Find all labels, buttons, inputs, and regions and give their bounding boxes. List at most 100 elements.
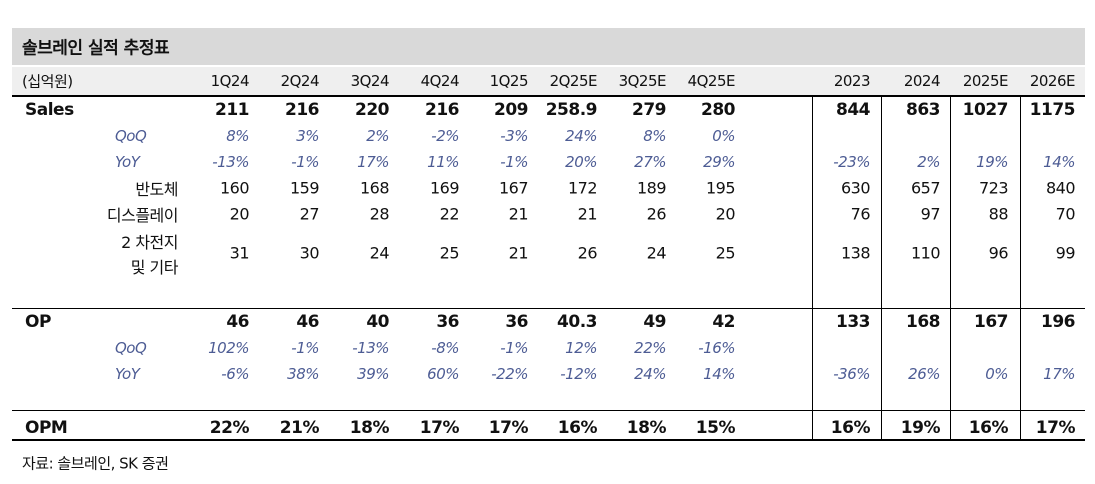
cell-value: 19%	[976, 153, 1008, 171]
cell-value: 12%	[565, 339, 597, 357]
cell-value: 657	[910, 178, 941, 198]
cell-value: 36	[505, 312, 528, 332]
cell-value: -13%	[212, 153, 249, 171]
cell-value: 216	[425, 100, 460, 120]
cell-value: 60%	[427, 365, 459, 383]
cell-value: 76	[850, 204, 871, 224]
header-bar	[12, 67, 1085, 96]
cell-value: 31	[229, 243, 250, 263]
cell-value: -6%	[221, 365, 249, 383]
rule	[12, 439, 1085, 441]
cell-value: 18%	[349, 418, 390, 438]
cell-value: 40.3	[557, 312, 597, 332]
cell-value: -12%	[560, 365, 597, 383]
cell-value: 46	[296, 312, 319, 332]
cell-value: -8%	[431, 339, 459, 357]
cell-value: 167	[974, 312, 1009, 332]
cell-value: 133	[836, 312, 871, 332]
cell-value: 28	[369, 204, 390, 224]
cell-value: 27%	[634, 153, 666, 171]
column-header: 2Q25E	[549, 72, 598, 90]
cell-value: 21	[508, 204, 529, 224]
unit-label: (십억원)	[22, 72, 73, 91]
cell-value: 630	[840, 178, 871, 198]
cell-value: 17%	[419, 418, 460, 438]
cell-value: 840	[1045, 178, 1076, 198]
cell-value: 189	[636, 178, 667, 198]
cell-value: 40	[366, 312, 389, 332]
cell-value: 844	[836, 100, 871, 120]
cell-value: 70	[1055, 204, 1076, 224]
cell-value: 15%	[695, 418, 736, 438]
cell-value: 21	[508, 243, 529, 263]
cell-value: 97	[920, 204, 941, 224]
column-header: 2025E	[962, 72, 1009, 90]
cell-value: 29%	[703, 153, 735, 171]
cell-value: 21%	[279, 418, 320, 438]
rule	[12, 410, 1085, 411]
column-rule	[950, 96, 951, 440]
cell-value: 168	[359, 178, 390, 198]
cell-value: 17%	[488, 418, 529, 438]
cell-value: 160	[219, 178, 250, 198]
cell-value: 25	[439, 243, 460, 263]
cell-value: 18%	[626, 418, 667, 438]
cell-value: 24	[369, 243, 390, 263]
cell-value: 863	[906, 100, 941, 120]
cell-value: 26%	[908, 365, 940, 383]
cell-value: 0%	[712, 127, 735, 145]
cell-value: 159	[289, 178, 320, 198]
cell-value: 172	[567, 178, 598, 198]
column-header: 2026E	[1029, 72, 1076, 90]
row-label: Sales	[25, 100, 74, 120]
cell-value: 22%	[634, 339, 666, 357]
row-label: OP	[25, 312, 51, 332]
cell-value: 27	[299, 204, 320, 224]
cell-value: 20%	[565, 153, 597, 171]
cell-value: 99	[1055, 243, 1076, 263]
cell-value: -2%	[431, 127, 459, 145]
cell-value: 24%	[634, 365, 666, 383]
cell-value: 8%	[226, 127, 249, 145]
cell-value: 39%	[357, 365, 389, 383]
cell-value: 24%	[565, 127, 597, 145]
cell-value: 279	[632, 100, 667, 120]
column-header: 2Q24	[280, 72, 320, 90]
growth-label: QoQ	[115, 339, 147, 357]
title-bar	[12, 28, 1085, 65]
cell-value: 14%	[703, 365, 735, 383]
cell-value: 0%	[985, 365, 1008, 383]
cell-value: 168	[906, 312, 941, 332]
cell-value: -16%	[698, 339, 735, 357]
growth-label: YoY	[115, 153, 140, 171]
cell-value: 102%	[208, 339, 249, 357]
cell-value: 21	[577, 204, 598, 224]
cell-value: 46	[226, 312, 249, 332]
cell-value: 2%	[366, 127, 389, 145]
cell-value: 24	[646, 243, 667, 263]
cell-value: 195	[705, 178, 736, 198]
cell-value: 20	[715, 204, 736, 224]
growth-label: QoQ	[115, 127, 147, 145]
cell-value: 8%	[643, 127, 666, 145]
column-header: 1Q24	[210, 72, 250, 90]
cell-value: 169	[429, 178, 460, 198]
cell-value: 14%	[1043, 153, 1075, 171]
cell-value: 1175	[1029, 100, 1076, 120]
column-header: 4Q24	[420, 72, 460, 90]
cell-value: 211	[215, 100, 250, 120]
cell-value: 17%	[1035, 418, 1076, 438]
source-note: 자료: 솔브레인, SK 증권	[22, 454, 169, 473]
cell-value: -3%	[500, 127, 528, 145]
cell-value: 49	[643, 312, 666, 332]
cell-value: 22	[439, 204, 460, 224]
cell-value: 88	[988, 204, 1009, 224]
cell-value: -22%	[491, 365, 528, 383]
column-header: 3Q25E	[618, 72, 667, 90]
cell-value: -1%	[291, 153, 319, 171]
cell-value: 11%	[427, 153, 459, 171]
column-rule	[812, 96, 813, 440]
cell-value: 30	[299, 243, 320, 263]
cell-value: 220	[355, 100, 390, 120]
cell-value: 16%	[968, 418, 1009, 438]
